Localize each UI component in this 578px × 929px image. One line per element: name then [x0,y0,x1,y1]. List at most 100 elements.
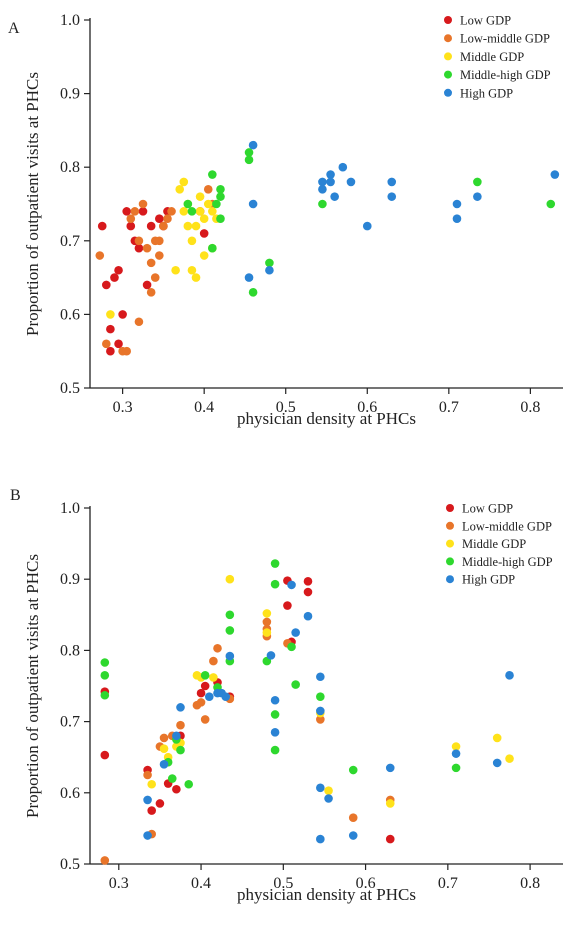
legend: Low GDP Low-middle GDP Middle GDP Middle-hi… [446,502,553,587]
data-point [270,745,280,755]
x-tick-label: 0.6 [356,875,376,892]
x-tick-label: 0.5 [276,399,296,416]
data-point [362,221,372,231]
y-tick-label: 0.9 [60,571,80,588]
data-point [225,651,235,661]
legend-label: Middle-high GDP [462,555,553,569]
data-point [348,813,358,823]
data-point [203,184,213,194]
data-point [212,199,221,209]
data-point [492,733,502,743]
data-point [100,856,110,865]
data-point [330,192,339,201]
data-point [176,745,185,755]
y-tick-label: 1.0 [60,12,80,29]
data-point [473,192,482,201]
y-tick-label: 0.9 [60,86,80,103]
data-point [265,265,274,275]
data-point [208,243,217,253]
data-point [348,765,358,775]
legend-marker [446,521,454,530]
data-point [270,695,280,705]
y-tick-label: 0.5 [60,856,80,873]
legend-marker [444,52,452,61]
data-point [248,199,258,209]
data-point [244,148,254,157]
data-point [159,760,169,769]
legend-marker [444,34,452,43]
x-tick-label: 0.3 [113,399,133,416]
data-point [122,207,131,216]
panel-label: A [8,20,20,37]
x-tick-label: 0.6 [357,399,377,416]
data-point [208,207,217,216]
data-point [110,273,119,282]
y-tick-label: 0.8 [60,159,80,176]
data-point [176,703,185,712]
data-point [221,692,231,701]
data-point [265,258,274,268]
chart-panel-a: A 0.5 0.6 0.7 0.8 0.9 1.0 0.3 0.4 0.5 0.6 0.7 0.8 phy… [8,12,563,428]
data-point [106,324,115,334]
data-point [100,671,110,680]
data-point [175,184,185,194]
data-point [213,643,222,653]
data-point [316,783,325,793]
y-tick-label: 1.0 [60,500,80,517]
data-point [134,243,144,253]
data-point [385,799,395,808]
data-point [287,580,296,590]
data-point [451,742,461,751]
data-points [95,140,560,356]
data-point [550,170,560,179]
data-point [270,579,280,589]
data-point [172,731,181,741]
data-point [270,559,280,568]
data-point [176,720,185,730]
data-point [303,587,313,597]
data-point [262,617,272,627]
x-tick-label: 0.7 [439,399,459,416]
data-point [318,184,327,194]
y-tick-label: 0.6 [60,785,80,802]
x-tick-label: 0.8 [520,875,540,892]
data-point [505,671,514,680]
data-point [126,221,136,231]
data-point [262,628,272,637]
data-point [187,265,197,275]
data-point [171,265,180,275]
data-point [248,140,258,150]
data-point [200,681,210,691]
legend-marker [444,70,452,79]
data-point [106,310,115,319]
data-point [102,339,111,349]
data-point [100,750,110,760]
data-point [143,831,152,840]
legend-marker [446,504,454,512]
legend-marker [446,557,454,566]
data-point [244,273,254,282]
data-point [200,715,210,724]
data-point [199,214,209,224]
data-point [143,770,152,780]
y-tick-label: 0.8 [60,642,80,659]
legend-label: Low GDP [462,502,513,516]
data-point [196,688,206,698]
legend: Low GDP Low-middle GDP Middle GDP Middle-hi… [444,14,551,100]
data-point [138,199,148,209]
legend-label: Low GDP [460,14,511,28]
data-point [155,214,164,224]
data-point [143,795,152,805]
data-point [387,177,397,187]
data-point [150,273,160,282]
data-point [262,609,272,618]
data-point [326,177,335,187]
data-point [187,236,197,246]
data-point [452,214,462,224]
data-point [155,251,164,260]
x-axis-title: physician density at PHCs [237,409,416,428]
data-point [283,601,292,610]
data-point [473,177,482,187]
data-point [324,786,333,795]
